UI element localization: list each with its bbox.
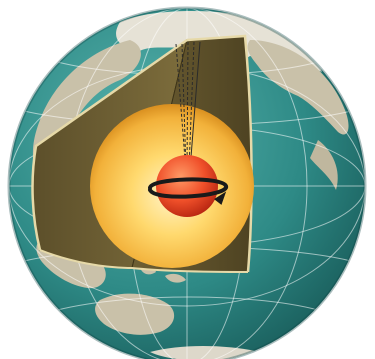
landmass-east-peninsula	[310, 140, 338, 190]
seismic-ray	[186, 41, 189, 169]
landmass-antarctica	[150, 346, 260, 359]
seismic-rays	[175, 41, 201, 173]
crust-edge-right	[186, 34, 253, 273]
seismic-ray	[181, 43, 187, 171]
rotation-arrow-icon	[148, 177, 229, 205]
seismic-ray	[188, 41, 195, 169]
globe-rim	[7, 6, 367, 359]
inner-core	[156, 155, 218, 217]
seismic-ray	[175, 43, 187, 173]
landmass-northeast	[247, 40, 349, 135]
crust-edge-left	[31, 38, 188, 251]
latitude-line	[49, 296, 326, 313]
seismic-ray	[189, 41, 201, 171]
crust-edge-bottom	[39, 249, 249, 273]
